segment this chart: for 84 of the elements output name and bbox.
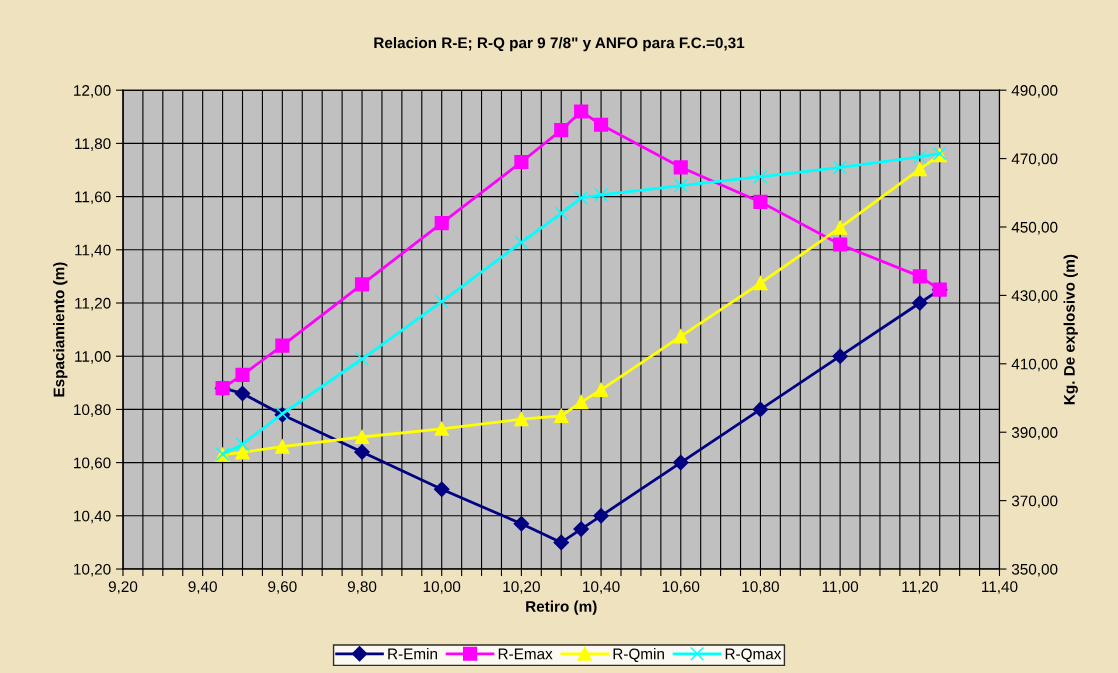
point [514,412,529,427]
point [912,162,927,177]
legend-label: R-Qmax [725,648,782,663]
x-tick-label: 11,40 [982,581,1018,594]
y2-tick-label: 450,00 [1011,221,1058,235]
point [673,329,688,344]
y2-tick-label: 390,00 [1011,427,1058,440]
point [574,104,589,119]
point [593,508,609,524]
x-tick-label: 10,60 [662,581,700,594]
point [593,382,609,397]
point [594,187,609,202]
point [514,154,529,170]
point [673,454,689,471]
point [354,429,370,445]
x-tick-label: 9,40 [188,581,217,594]
point [833,237,848,252]
point [752,401,769,418]
y-tick-label: 11,00 [75,351,111,364]
point [912,149,927,164]
x-tick-label: 10,80 [742,581,779,594]
x-tick-label: 10,40 [583,581,620,594]
point [573,521,589,537]
point [235,445,250,460]
y2-tick-label: 350,00 [1011,563,1058,577]
chart-title: Relacion R-E; R-Q par 9 7/8" y ANFO para F.C.=0,31 [374,37,745,52]
point [553,534,569,551]
y2-tick-label: 470,00 [1011,153,1058,167]
y-tick-label: 11,60 [75,191,111,205]
point [514,235,529,250]
point [554,123,569,138]
point [275,439,290,454]
x-tick-label: 9,20 [108,581,138,594]
point [234,385,251,402]
legend-label: R-Emin [388,648,437,660]
x-tick-label: 9,60 [268,581,297,594]
point [235,367,250,382]
point [673,178,688,193]
y-axis-title: Espaciamiento (m) [53,262,68,397]
point [554,408,569,423]
x-tick-label: 11,20 [902,581,938,594]
point [434,481,450,497]
x-tick-label: 11,00 [822,581,859,594]
point [833,220,848,235]
point [554,206,569,221]
y2-tick-label: 490,00 [1011,85,1058,98]
point [434,421,449,436]
y2-tick-label: 430,00 [1011,290,1058,303]
point [354,444,370,460]
point [275,338,290,353]
point [434,294,449,309]
point [673,160,688,175]
x-tick-label: 10,20 [503,581,540,594]
point [753,194,768,209]
y2-tick-label: 410,00 [1011,358,1058,372]
point [753,169,768,184]
point [513,516,530,532]
point [912,269,927,284]
y-tick-label: 12,00 [74,85,111,98]
x-tick-label: 10,00 [423,581,461,594]
y2-axis-title: Kg. De explosivo (m) [1063,254,1078,405]
y-tick-label: 10,80 [74,404,111,417]
point [355,352,369,366]
point [235,437,250,452]
y2-tick-label: 370,00 [1011,495,1058,509]
y-tick-label: 10,60 [74,457,111,471]
point [593,117,609,132]
point [912,295,928,311]
y-tick-label: 11,40 [75,244,111,258]
y-tick-label: 10,40 [74,510,111,524]
y-tick-label: 11,20 [75,297,111,311]
point [574,395,589,410]
x-tick-label: 9,80 [347,581,377,594]
point [832,348,848,364]
legend-label: R-Emax [498,648,553,660]
point [833,160,848,175]
y-tick-label: 11,80 [75,138,111,151]
x-axis-title: Retiro (m) [526,600,597,615]
point [354,277,370,292]
y-tick-label: 10,20 [74,563,111,577]
point [574,190,589,205]
point [753,276,768,291]
legend-label: R-Qmin [613,648,664,663]
point [434,216,449,231]
